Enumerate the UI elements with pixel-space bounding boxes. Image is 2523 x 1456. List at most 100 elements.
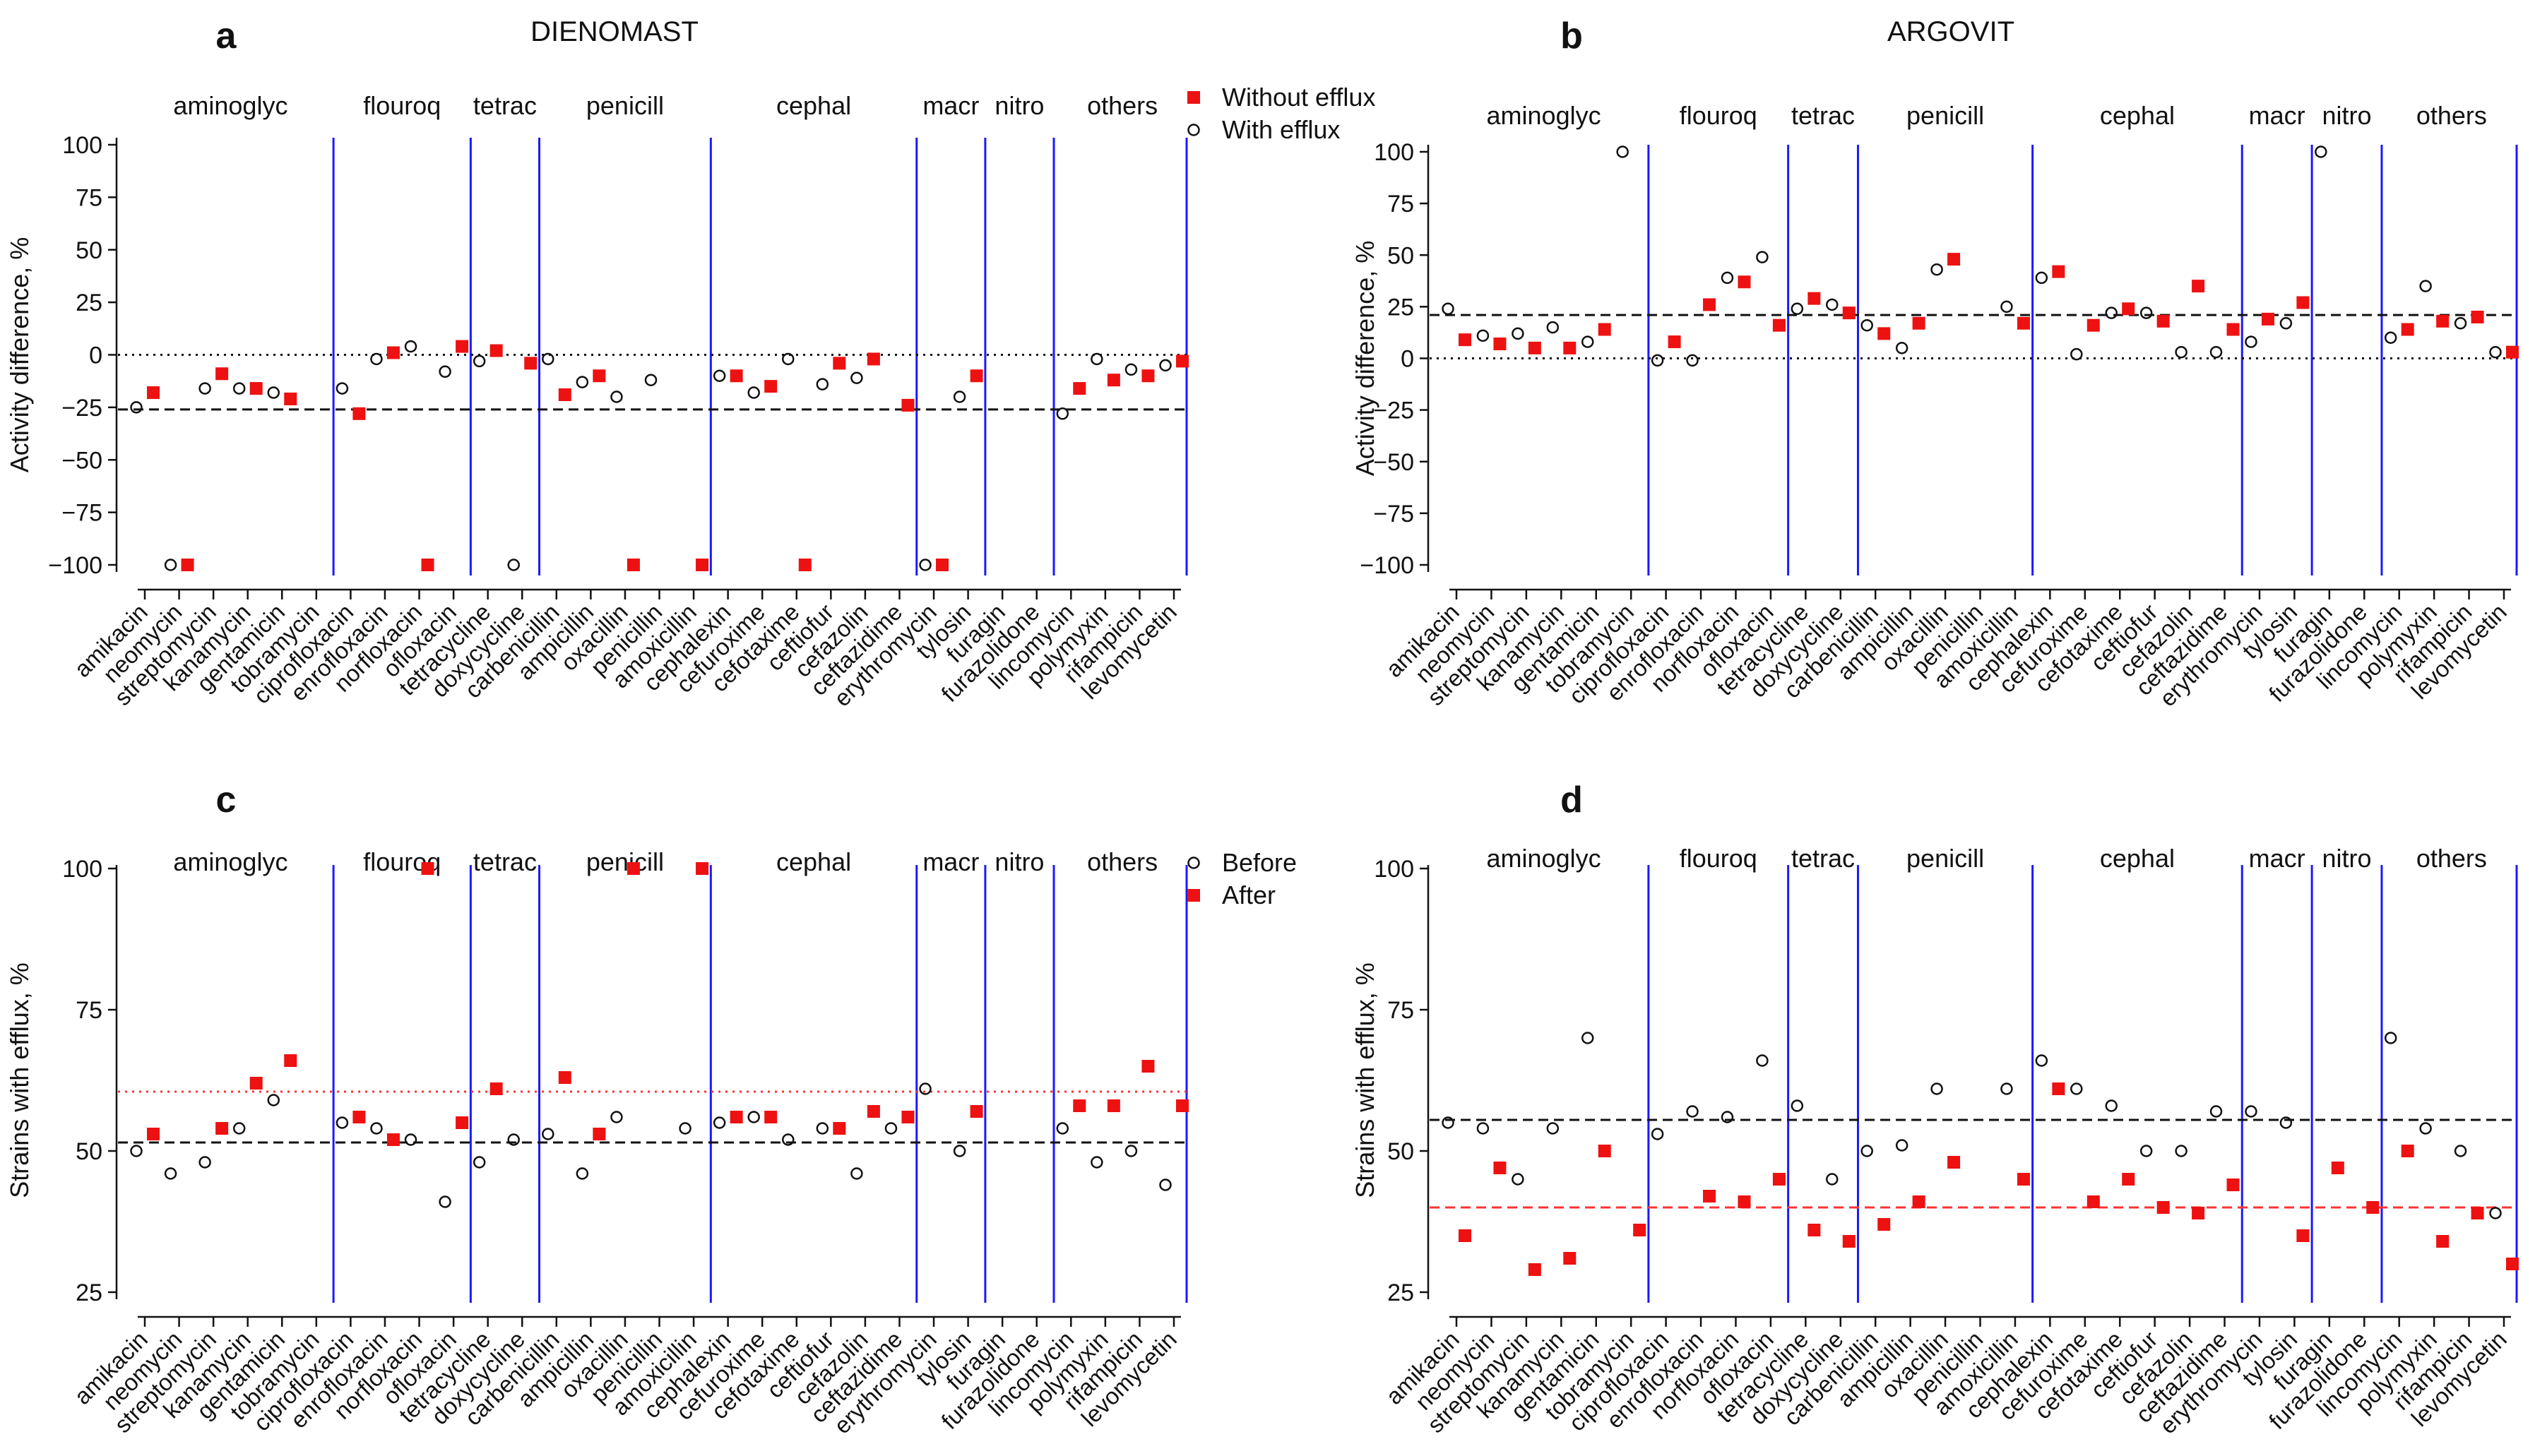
group-label-aminoglyc: aminoglyc — [173, 91, 287, 120]
panel-label: b — [1560, 16, 1583, 56]
group-label-macr: macr — [922, 847, 979, 876]
group-label-nitro: nitro — [2322, 844, 2372, 873]
point-before-kanamycin — [232, 1122, 246, 1135]
point-without-efflux-ampicillin — [1912, 316, 1925, 330]
point-without-efflux-cefuroxime — [764, 380, 778, 393]
point-after-carbenicillin — [558, 1071, 571, 1084]
point-without-efflux-cefuroxime — [2086, 318, 2100, 332]
chart-title: DIENOMAST — [530, 16, 699, 47]
point-without-efflux-cephalexin — [2052, 265, 2065, 278]
point-with-efflux-polymyxin — [2419, 280, 2432, 292]
point-after-polymyxin — [1107, 1099, 1120, 1112]
group-label-flouroq: flouroq — [1680, 101, 1757, 130]
point-without-efflux-cephalexin — [730, 369, 743, 383]
group-label-aminoglyc: aminoglyc — [173, 847, 287, 876]
group-label-macr: macr — [922, 91, 979, 120]
point-after-ofloxacin — [456, 1116, 469, 1129]
point-before-levomycetin — [2489, 1207, 2502, 1219]
point-after-tylosin — [970, 1105, 983, 1118]
y-tick-label: −25 — [61, 395, 102, 422]
point-with-efflux-tetracycline — [473, 354, 486, 368]
point-after-streptomycin — [215, 1122, 229, 1135]
panel-label: a — [216, 16, 237, 56]
y-tick-label: 50 — [76, 237, 102, 264]
point-after-ceftiofur — [833, 1122, 846, 1135]
point-before-rifampicin — [2454, 1145, 2467, 1157]
group-label-macr: macr — [2249, 101, 2305, 130]
point-after-neomycin — [1493, 1162, 1507, 1174]
y-axis-label: Strains with efflux, % — [1350, 962, 1379, 1198]
point-without-efflux-cefazolin — [2192, 280, 2205, 293]
point-with-efflux-erythromycin — [2245, 335, 2257, 348]
point-after-levomycetin — [1176, 1099, 1189, 1112]
y-tick-label: −50 — [1373, 449, 1414, 476]
point-with-efflux-ampicillin — [1895, 342, 1908, 354]
point-with-efflux-norfloxacin — [1721, 271, 1734, 285]
point-without-efflux-norfloxacin — [1738, 275, 1751, 289]
point-before-streptomycin — [198, 1156, 211, 1169]
point-before-ceftazidime — [2209, 1105, 2223, 1118]
point-without-efflux-polymyxin — [2436, 314, 2450, 328]
point-after-rifampicin — [1141, 1060, 1155, 1073]
point-before-ampicillin — [1895, 1139, 1908, 1152]
point-before-amikacin — [130, 1145, 143, 1157]
point-after-tylosin — [2296, 1229, 2310, 1242]
point-before-tylosin — [2279, 1116, 2293, 1129]
point-with-efflux-cefuroxime — [2070, 347, 2083, 361]
point-after-ciprofloxacin — [352, 1111, 366, 1123]
point-before-carbenicillin — [542, 1128, 554, 1140]
point-after-polymyxin — [2436, 1235, 2450, 1248]
legend-marker — [1187, 889, 1200, 902]
point-without-efflux-tetracycline — [489, 344, 503, 357]
point-before-polymyxin — [1091, 1156, 1103, 1169]
point-without-efflux-enrofloxacin — [1703, 298, 1716, 311]
point-without-efflux-rifampicin — [2471, 311, 2484, 323]
panel-label: c — [216, 780, 237, 821]
group-label-cephal: cephal — [776, 91, 851, 120]
legend-label: Before — [1222, 848, 1297, 877]
point-with-efflux-tobramycin — [1616, 145, 1629, 158]
point-before-oxacillin — [1930, 1082, 1943, 1095]
y-tick-label: 0 — [89, 342, 102, 369]
point-with-efflux-kanamycin — [1546, 321, 1560, 334]
point-after-carbenicillin — [1877, 1218, 1891, 1231]
point-before-ceftiofur — [2139, 1145, 2153, 1157]
point-with-efflux-enrofloxacin — [1686, 354, 1699, 367]
point-before-oxacillin — [610, 1111, 623, 1123]
group-label-tetrac: tetrac — [473, 91, 537, 120]
group-label-penicill: penicill — [1906, 101, 1984, 130]
point-before-gentamicin — [267, 1094, 280, 1106]
y-tick-label: 25 — [76, 1279, 102, 1306]
group-label-tetrac: tetrac — [1791, 101, 1855, 130]
group-label-nitro: nitro — [2322, 101, 2372, 130]
point-after-norfloxacin — [421, 862, 434, 875]
point-without-efflux-ceftiofur — [833, 357, 846, 370]
point-with-efflux-ofloxacin — [1756, 251, 1769, 263]
group-label-cephal: cephal — [2100, 844, 2175, 873]
y-tick-label: 100 — [1374, 856, 1414, 883]
point-after-furagin — [2331, 1162, 2344, 1174]
point-before-ciprofloxacin — [336, 1116, 349, 1129]
point-after-gentamicin — [1598, 1145, 1611, 1157]
point-before-carbenicillin — [1860, 1145, 1873, 1157]
point-before-cefuroxime — [2070, 1082, 2083, 1095]
point-after-tobramycin — [1633, 1224, 1646, 1236]
point-without-efflux-cefazolin — [867, 352, 880, 366]
point-without-efflux-neomycin — [1493, 338, 1507, 351]
point-before-cephalexin — [713, 1116, 726, 1129]
point-with-efflux-levomycetin — [2489, 345, 2502, 359]
point-without-efflux-kanamycin — [249, 382, 263, 395]
point-after-cephalexin — [730, 1111, 743, 1123]
point-with-efflux-ceftiofur — [816, 378, 829, 390]
y-tick-label: 50 — [1387, 1138, 1414, 1165]
point-before-streptomycin — [1512, 1173, 1524, 1186]
point-before-tylosin — [953, 1145, 966, 1157]
point-without-efflux-polymyxin — [1107, 374, 1120, 387]
point-before-neomycin — [1476, 1122, 1490, 1135]
point-with-efflux-ampicillin — [576, 376, 589, 388]
point-after-streptomycin — [1528, 1263, 1541, 1276]
y-tick-label: 100 — [62, 132, 102, 159]
group-label-others: others — [2416, 101, 2487, 130]
point-without-efflux-ofloxacin — [456, 340, 469, 353]
